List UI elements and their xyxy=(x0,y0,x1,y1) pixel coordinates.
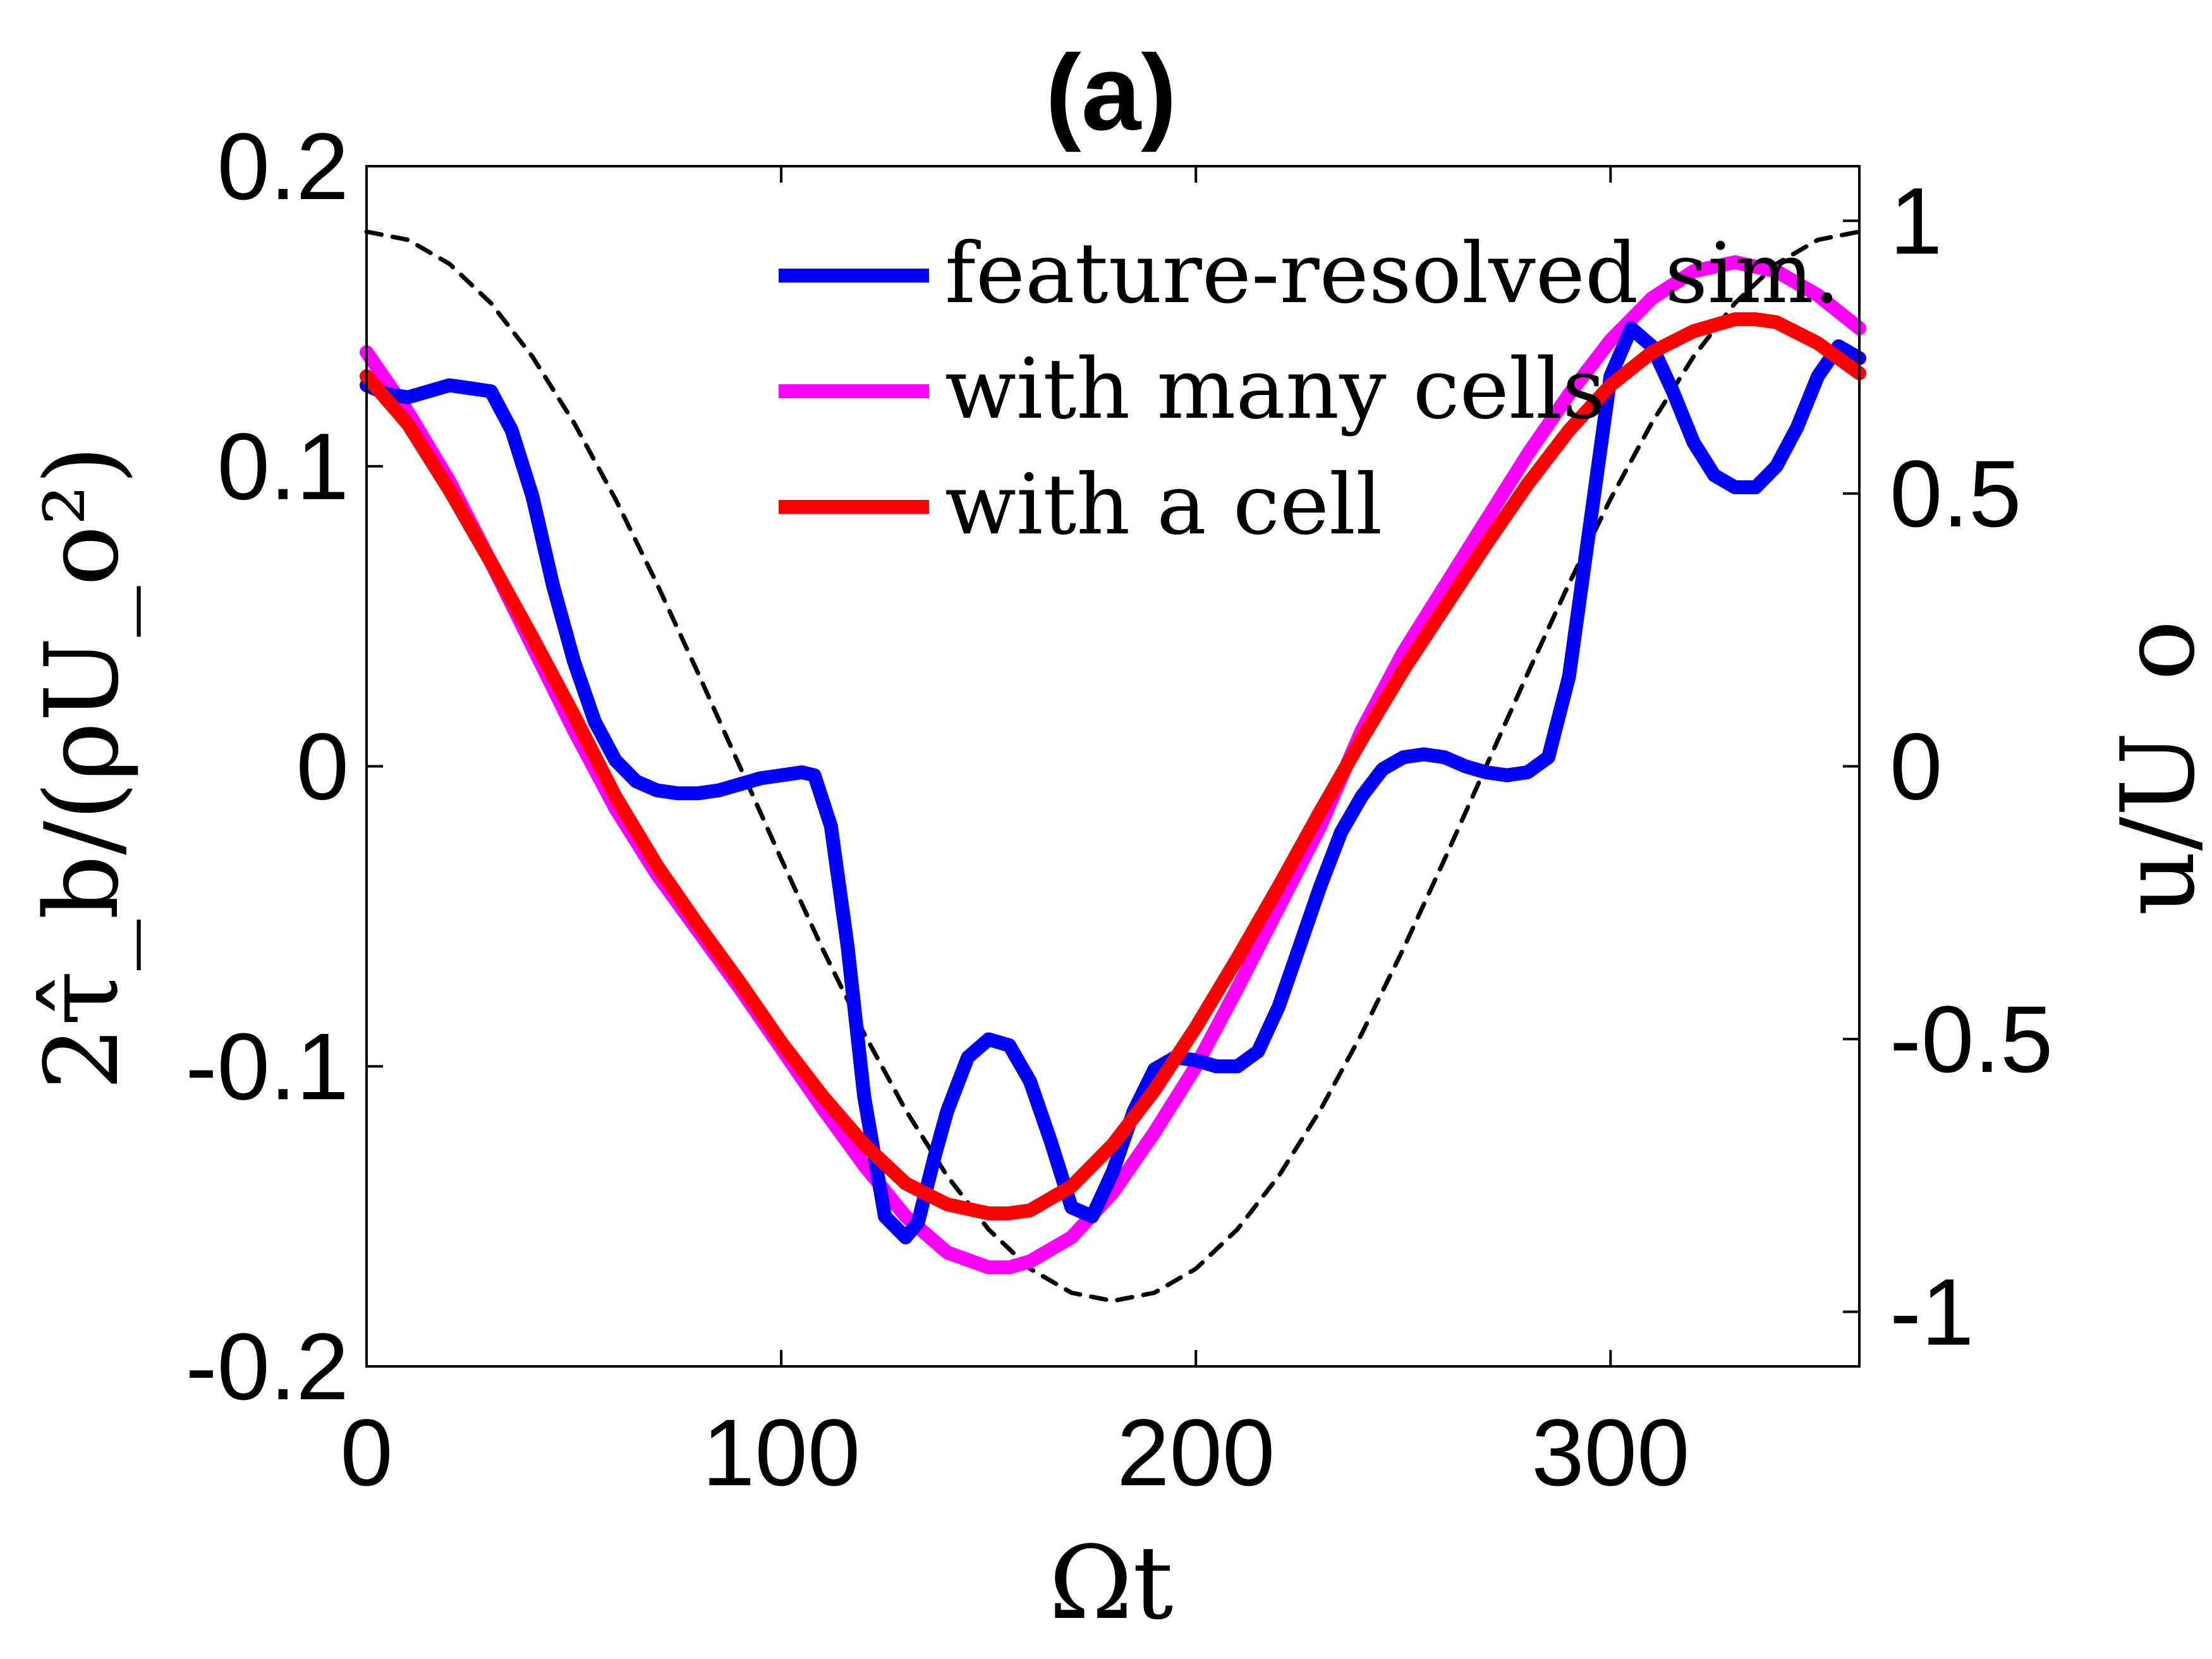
y-tick-label: 0.1 xyxy=(217,413,349,520)
y-tick-label: 0.2 xyxy=(217,113,349,219)
x-tick-label: 100 xyxy=(702,1399,860,1505)
legend: feature-resolved sim. with many cells with… xyxy=(779,225,1840,554)
y2-tick-label: 0 xyxy=(1890,714,1942,820)
y-tick-label: 0 xyxy=(296,714,349,820)
y2-tick-label: -0.5 xyxy=(1890,986,2053,1092)
y-tick-label: -0.2 xyxy=(186,1313,349,1419)
y2-tick-label: 0.5 xyxy=(1890,441,2022,547)
axes-layer: 0 100 200 300 -0.2 -0.1 0 0.1 0.2 -1 -0.5 0 0.5 1 xyxy=(186,113,2053,1505)
series-layer xyxy=(360,229,1866,1303)
legend-label: with a cell xyxy=(945,456,1382,554)
velocity-reference-line xyxy=(364,229,1862,1303)
series-line-0 xyxy=(360,321,1866,1244)
y-tick-label: -0.1 xyxy=(186,1013,349,1119)
x-tick-label: 300 xyxy=(1531,1399,1689,1505)
x-tick-label: 200 xyxy=(1117,1399,1275,1505)
x-axis-title: Ωt xyxy=(1049,1524,1174,1642)
series-line-2 xyxy=(360,312,1866,1220)
y-axis-title: 2τ̂_b/(ρU_o²) xyxy=(23,446,141,1091)
y2-tick-label: 1 xyxy=(1890,167,1942,274)
legend-label: with many cells xyxy=(945,341,1605,438)
y2-axis-title: u/U_o xyxy=(2099,620,2212,916)
chart-title: (a) xyxy=(1045,33,1177,153)
y2-tick-label: -1 xyxy=(1890,1259,1974,1365)
legend-label: feature-resolved sim. xyxy=(945,225,1840,322)
x-tick-label: 0 xyxy=(340,1399,392,1505)
